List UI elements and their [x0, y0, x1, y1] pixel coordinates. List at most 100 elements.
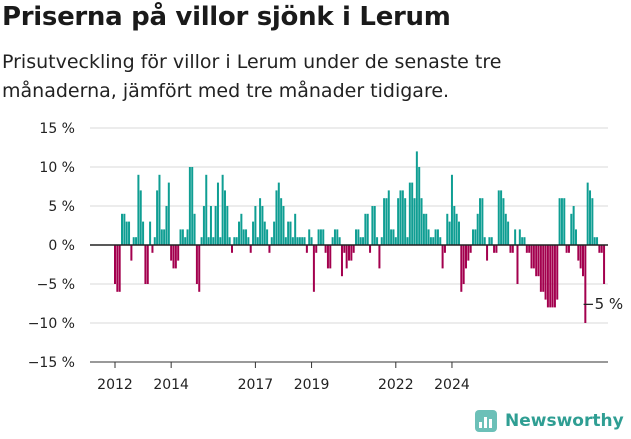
bar [156, 190, 159, 245]
x-tick-label: 2017 [238, 377, 274, 393]
bar [130, 245, 133, 261]
bar [577, 245, 580, 261]
bar [198, 245, 201, 292]
bar [186, 229, 189, 245]
bar [273, 221, 276, 245]
bar [268, 245, 271, 253]
bar [563, 198, 566, 245]
bar [481, 198, 484, 245]
bar [303, 237, 306, 245]
bar [142, 221, 145, 245]
bar [490, 237, 493, 245]
bar [151, 245, 154, 253]
bar [582, 245, 584, 277]
bar [376, 237, 379, 245]
bar [275, 190, 278, 245]
bar [572, 206, 575, 245]
bar [502, 198, 505, 245]
bar [596, 237, 599, 245]
bar [598, 245, 601, 253]
bar [500, 190, 503, 245]
bar [212, 237, 215, 245]
bar [586, 182, 589, 245]
bar [535, 245, 538, 277]
bar [345, 245, 348, 269]
bar [301, 237, 304, 245]
bar [362, 237, 365, 245]
bar [235, 237, 238, 245]
bar [397, 198, 400, 245]
x-tick-label: 2024 [434, 377, 470, 393]
y-tick-label: −10 % [28, 316, 75, 332]
bar [486, 245, 489, 261]
bar [242, 229, 245, 245]
bar [329, 245, 332, 269]
bar [488, 237, 491, 245]
bar [593, 237, 596, 245]
y-tick-label: 10 % [39, 160, 75, 176]
axes: 15 % 10 % 5 % 0 % −5 % −10 % −15 % 2012 2014 2017… [28, 121, 608, 393]
bar [528, 245, 531, 253]
bar [261, 206, 264, 245]
bar [216, 182, 219, 245]
bar [584, 245, 587, 323]
bar [312, 245, 315, 292]
bar [132, 237, 135, 245]
bar [406, 237, 409, 245]
bar [177, 245, 180, 261]
bar [233, 237, 236, 245]
bar [123, 213, 126, 245]
bar [446, 213, 449, 245]
bar [411, 182, 414, 245]
bar [256, 237, 259, 245]
bar [483, 237, 486, 245]
bar [383, 198, 386, 245]
bar [479, 198, 482, 245]
bar [495, 245, 498, 253]
bar [373, 206, 376, 245]
brand-name: Newsworthy [505, 411, 624, 431]
bar [469, 245, 472, 253]
bar [207, 237, 210, 245]
bar [125, 221, 128, 245]
chart-subtitle: Prisutveckling för villor i Lerum under … [2, 51, 502, 102]
bar [418, 167, 421, 245]
bar [280, 198, 283, 245]
bar [254, 206, 257, 245]
x-tick-label: 2022 [378, 377, 414, 393]
bar [319, 229, 322, 245]
bar [336, 229, 339, 245]
bar [567, 245, 570, 253]
bar [493, 245, 496, 253]
bar [371, 206, 374, 245]
bar [364, 213, 367, 245]
bar [146, 245, 149, 284]
bar [399, 190, 402, 245]
x-tick-label: 2019 [294, 377, 330, 393]
bar [331, 237, 334, 245]
bar [434, 229, 437, 245]
bar [277, 182, 280, 245]
bar [163, 229, 166, 245]
bar [170, 245, 173, 261]
bar [553, 245, 556, 308]
bar [228, 237, 231, 245]
bar [570, 213, 573, 245]
bar [457, 221, 460, 245]
bar [404, 198, 407, 245]
bar [195, 245, 198, 284]
bar [415, 151, 418, 245]
bar [245, 229, 248, 245]
bar [504, 213, 507, 245]
bar [298, 237, 301, 245]
bar [539, 245, 542, 292]
bar [472, 229, 475, 245]
bar [369, 245, 372, 253]
last-value-label: −5 % [582, 295, 623, 313]
bar [282, 206, 285, 245]
bar [193, 213, 196, 245]
bar [153, 237, 156, 245]
bar [432, 237, 435, 245]
bar [284, 237, 287, 245]
bar [603, 245, 606, 284]
